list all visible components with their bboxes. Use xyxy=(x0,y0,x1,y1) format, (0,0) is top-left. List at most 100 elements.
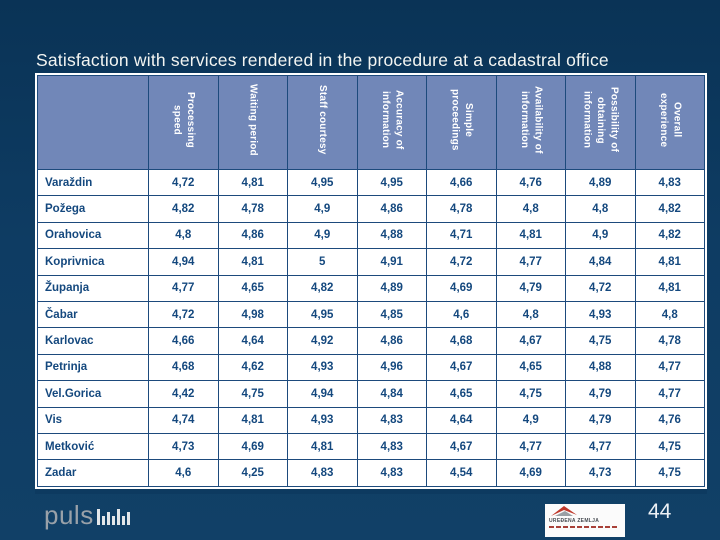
value-cell: 4,77 xyxy=(634,380,705,408)
value-cell: 4,75 xyxy=(634,432,705,461)
partner-logo: UREĐENA ZEMLJA xyxy=(545,504,625,537)
value-cell: 4,91 xyxy=(356,248,427,276)
row-label: Varaždin xyxy=(37,168,149,197)
value-cell: 4,93 xyxy=(565,300,636,329)
column-header: Processing speed xyxy=(148,75,219,170)
value-cell: 4,83 xyxy=(356,406,427,434)
value-cell: 4,84 xyxy=(356,380,427,408)
puls-logo-text: puls xyxy=(44,500,94,530)
value-cell: 4,67 xyxy=(426,353,497,382)
value-cell: 4,78 xyxy=(217,195,288,223)
value-cell: 4,66 xyxy=(426,168,497,197)
column-header-label: Processing speed xyxy=(171,92,196,148)
column-header: Accuracy of information xyxy=(356,75,427,170)
value-cell: 4,69 xyxy=(217,432,288,461)
value-cell: 4,65 xyxy=(217,274,288,302)
column-header-label: Simple proceedings xyxy=(449,89,474,151)
header-row: Processing speed Waiting period Staff cour… xyxy=(37,75,705,170)
value-cell: 4,9 xyxy=(565,221,636,250)
value-cell: 4,86 xyxy=(356,195,427,223)
value-cell: 4,81 xyxy=(287,432,358,461)
value-cell: 4,64 xyxy=(217,327,288,355)
value-cell: 4,79 xyxy=(565,406,636,434)
bar-icon xyxy=(111,516,115,525)
value-cell: 4,62 xyxy=(217,353,288,382)
value-cell: 4,86 xyxy=(356,327,427,355)
puls-logo-bars-icon xyxy=(96,509,130,526)
corner-cell xyxy=(37,75,149,170)
table-row: Metković 4,73 4,69 4,81 4,83 4,67 4,77 4,77 4,75 xyxy=(37,432,705,461)
table-row: Petrinja 4,68 4,62 4,93 4,96 4,67 4,65 4,88 4,77 xyxy=(37,353,705,382)
value-cell: 4,6 xyxy=(426,300,497,329)
value-cell: 4,98 xyxy=(217,300,288,329)
value-cell: 4,81 xyxy=(634,248,705,276)
value-cell: 4,94 xyxy=(287,380,358,408)
value-cell: 4,69 xyxy=(426,274,497,302)
value-cell: 4,68 xyxy=(148,353,219,382)
value-cell: 4,81 xyxy=(217,168,288,197)
column-header-label: Accuracy of information xyxy=(379,90,405,150)
column-header: Waiting period xyxy=(217,75,288,170)
value-cell: 4,82 xyxy=(287,274,358,302)
partner-logo-tagline xyxy=(549,526,617,528)
table-row: Karlovac 4,66 4,64 4,92 4,86 4,68 4,67 4,75 4,78 xyxy=(37,327,705,355)
value-cell: 4,75 xyxy=(217,380,288,408)
satisfaction-table-container: Processing speed Waiting period Staff cour… xyxy=(35,73,707,494)
value-cell: 4,75 xyxy=(634,459,705,487)
value-cell: 4,25 xyxy=(217,459,288,487)
value-cell: 4,81 xyxy=(495,221,566,250)
partner-logo-swoosh-icon xyxy=(551,506,577,516)
table-row: Čabar 4,72 4,98 4,95 4,85 4,6 4,8 4,93 4,8 xyxy=(37,300,705,329)
value-cell: 4,8 xyxy=(495,195,566,223)
value-cell: 4,83 xyxy=(287,459,358,487)
table-row: Požega 4,82 4,78 4,9 4,86 4,78 4,8 4,8 4,82 xyxy=(37,195,705,223)
column-header: Availability of information xyxy=(495,75,566,170)
value-cell: 4,76 xyxy=(634,406,705,434)
value-cell: 4,6 xyxy=(148,459,219,487)
value-cell: 4,79 xyxy=(495,274,566,302)
value-cell: 4,95 xyxy=(287,300,358,329)
partner-logo-text: UREĐENA ZEMLJA xyxy=(549,518,600,524)
value-cell: 4,78 xyxy=(426,195,497,223)
bar-icon xyxy=(106,512,110,525)
value-cell: 4,65 xyxy=(426,380,497,408)
table-row: Zadar 4,6 4,25 4,83 4,83 4,54 4,69 4,73 4,75 xyxy=(37,459,705,487)
value-cell: 4,75 xyxy=(495,380,566,408)
row-label: Županja xyxy=(37,274,149,302)
value-cell: 4,84 xyxy=(565,248,636,276)
value-cell: 4,76 xyxy=(495,168,566,197)
value-cell: 4,81 xyxy=(217,248,288,276)
value-cell: 4,9 xyxy=(287,221,358,250)
value-cell: 4,94 xyxy=(148,248,219,276)
value-cell: 4,88 xyxy=(565,353,636,382)
value-cell: 4,8 xyxy=(148,221,219,250)
column-header-label: Possibility of obtaining information xyxy=(581,87,620,153)
row-label: Koprivnica xyxy=(37,248,149,276)
row-label: Orahovica xyxy=(37,221,149,250)
value-cell: 4,75 xyxy=(565,327,636,355)
value-cell: 4,42 xyxy=(148,380,219,408)
column-header: Staff courtesy xyxy=(287,75,358,170)
value-cell: 4,82 xyxy=(634,195,705,223)
puls-logo: puls xyxy=(44,500,130,530)
value-cell: 4,74 xyxy=(148,406,219,434)
value-cell: 4,69 xyxy=(495,459,566,487)
value-cell: 4,77 xyxy=(148,274,219,302)
row-label: Karlovac xyxy=(37,327,149,355)
value-cell: 4,67 xyxy=(495,327,566,355)
value-cell: 4,73 xyxy=(148,432,219,461)
value-cell: 4,93 xyxy=(287,353,358,382)
row-label: Čabar xyxy=(37,300,149,329)
bar-icon xyxy=(116,509,120,525)
value-cell: 4,64 xyxy=(426,406,497,434)
table-row: Vis 4,74 4,81 4,93 4,83 4,64 4,9 4,79 4,76 xyxy=(37,406,705,434)
value-cell: 4,68 xyxy=(426,327,497,355)
value-cell: 4,66 xyxy=(148,327,219,355)
satisfaction-table: Processing speed Waiting period Staff cour… xyxy=(37,75,705,487)
column-header-label: Availability of information xyxy=(518,86,544,154)
value-cell: 4,96 xyxy=(356,353,427,382)
table-row: Varaždin 4,72 4,81 4,95 4,95 4,66 4,76 4,89 4,83 xyxy=(37,168,705,197)
column-header: Possibility of obtaining information xyxy=(565,75,636,170)
value-cell: 4,8 xyxy=(495,300,566,329)
value-cell: 4,67 xyxy=(426,432,497,461)
